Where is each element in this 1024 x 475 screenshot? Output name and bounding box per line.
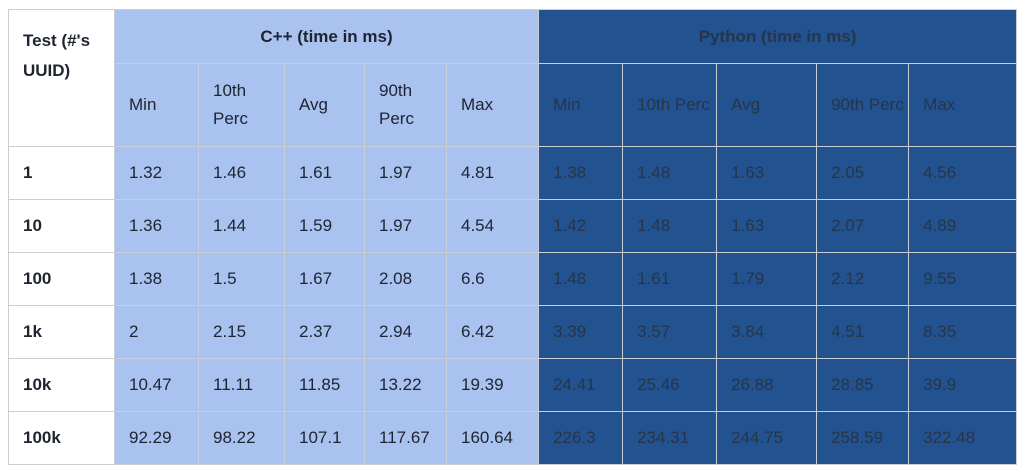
group-header-row: Test (#'s UUID) C++ (time in ms) Python … — [8, 9, 1018, 147]
python-subheader-0: Min — [538, 63, 624, 147]
python-value-cell: 3.84 — [716, 305, 818, 359]
table-row: 100 1.38 1.5 1.67 2.08 6.6 1.48 1.61 1.79 2.12 9.5… — [8, 252, 1018, 306]
test-column-header: Test (#'s UUID) — [8, 9, 115, 147]
python-subheader-4: Max — [908, 63, 1018, 147]
cpp-value-cell: 1.97 — [364, 199, 447, 253]
python-value-cell: 39.9 — [908, 358, 1018, 412]
test-size-cell: 100 — [8, 252, 115, 306]
python-value-cell: 2.12 — [816, 252, 910, 306]
python-group-header: Python (time in ms) — [538, 9, 1018, 64]
cpp-value-cell: 117.67 — [364, 411, 447, 465]
cpp-value-cell: 4.81 — [445, 146, 540, 200]
python-value-cell: 244.75 — [716, 411, 818, 465]
python-value-cell: 3.57 — [622, 305, 718, 359]
python-value-cell: 226.3 — [538, 411, 624, 465]
python-value-cell: 1.48 — [538, 252, 624, 306]
python-value-cell: 24.41 — [538, 358, 624, 412]
python-value-cell: 28.85 — [816, 358, 910, 412]
cpp-subheader-1: 10th Perc — [198, 63, 285, 147]
cpp-value-cell: 98.22 — [198, 411, 285, 465]
cpp-value-cell: 1.32 — [114, 146, 199, 200]
python-value-cell: 1.63 — [716, 146, 818, 200]
cpp-value-cell: 92.29 — [114, 411, 199, 465]
table-row: 1 1.32 1.46 1.61 1.97 4.81 1.38 1.48 1.63 2.05 4.5… — [8, 146, 1018, 200]
cpp-value-cell: 1.97 — [364, 146, 447, 200]
python-value-cell: 1.61 — [622, 252, 718, 306]
test-size-cell: 1 — [8, 146, 115, 200]
table-row: 10k 10.47 11.11 11.85 13.22 19.39 24.41 25.46 26… — [8, 358, 1018, 412]
python-value-cell: 1.48 — [622, 199, 718, 253]
cpp-value-cell: 13.22 — [364, 358, 447, 412]
table-row: 100k 92.29 98.22 107.1 117.67 160.64 226.3 234.… — [8, 411, 1018, 465]
cpp-value-cell: 11.11 — [198, 358, 285, 412]
python-value-cell: 258.59 — [816, 411, 910, 465]
cpp-value-cell: 107.1 — [284, 411, 365, 465]
cpp-value-cell: 2.37 — [284, 305, 365, 359]
cpp-value-cell: 10.47 — [114, 358, 199, 412]
cpp-value-cell: 1.5 — [198, 252, 285, 306]
cpp-subheader-0: Min — [114, 63, 199, 147]
python-value-cell: 1.48 — [622, 146, 718, 200]
python-value-cell: 1.63 — [716, 199, 818, 253]
sub-header-row: Min 10th Perc Avg 90th Perc Max Min 10th Perc A… — [9, 63, 1018, 147]
cpp-value-cell: 11.85 — [284, 358, 365, 412]
cpp-value-cell: 19.39 — [445, 358, 540, 412]
cpp-value-cell: 1.36 — [114, 199, 199, 253]
test-size-cell: 1k — [8, 305, 115, 359]
python-value-cell: 25.46 — [622, 358, 718, 412]
python-value-cell: 2.07 — [816, 199, 910, 253]
test-size-cell: 10 — [8, 199, 115, 253]
python-value-cell: 26.88 — [716, 358, 818, 412]
python-subheader-3: 90th Perc — [816, 63, 910, 147]
cpp-value-cell: 2.15 — [198, 305, 285, 359]
python-value-cell: 1.79 — [716, 252, 818, 306]
cpp-value-cell: 2.94 — [364, 305, 447, 359]
cpp-value-cell: 1.67 — [284, 252, 365, 306]
cpp-value-cell: 6.6 — [445, 252, 540, 306]
test-size-cell: 100k — [8, 411, 115, 465]
table-row: 10 1.36 1.44 1.59 1.97 4.54 1.42 1.48 1.63 2.07 4.… — [8, 199, 1018, 253]
test-size-cell: 10k — [8, 358, 115, 412]
python-value-cell: 234.31 — [622, 411, 718, 465]
python-value-cell: 3.39 — [538, 305, 624, 359]
python-value-cell: 9.55 — [908, 252, 1018, 306]
cpp-value-cell: 2.08 — [364, 252, 447, 306]
table-body: 1 1.32 1.46 1.61 1.97 4.81 1.38 1.48 1.63 2.05 4.5… — [8, 146, 1018, 465]
cpp-value-cell: 1.59 — [284, 199, 365, 253]
cpp-value-cell: 1.38 — [114, 252, 199, 306]
cpp-value-cell: 1.61 — [284, 146, 365, 200]
python-value-cell: 1.42 — [538, 199, 624, 253]
cpp-value-cell: 6.42 — [445, 305, 540, 359]
python-value-cell: 4.51 — [816, 305, 910, 359]
python-value-cell: 1.38 — [538, 146, 624, 200]
python-subheader-1: 10th Perc — [622, 63, 718, 147]
python-value-cell: 8.35 — [908, 305, 1018, 359]
python-value-cell: 2.05 — [816, 146, 910, 200]
cpp-value-cell: 1.44 — [198, 199, 285, 253]
cpp-value-cell: 160.64 — [445, 411, 540, 465]
cpp-subheader-3: 90th Perc — [364, 63, 447, 147]
cpp-group-header: C++ (time in ms) — [113, 9, 540, 64]
python-subheader-2: Avg — [716, 63, 818, 147]
cpp-subheader-2: Avg — [284, 63, 365, 147]
benchmark-table: Test (#'s UUID) C++ (time in ms) Python … — [8, 9, 1018, 465]
cpp-value-cell: 2 — [114, 305, 199, 359]
python-value-cell: 4.56 — [908, 146, 1018, 200]
python-value-cell: 4.89 — [908, 199, 1018, 253]
cpp-subheader-4: Max — [445, 63, 540, 147]
python-value-cell: 322.48 — [908, 411, 1018, 465]
table-row: 1k 2 2.15 2.37 2.94 6.42 3.39 3.57 3.84 4.51 8.35 — [8, 305, 1018, 359]
cpp-value-cell: 1.46 — [198, 146, 285, 200]
cpp-value-cell: 4.54 — [445, 199, 540, 253]
